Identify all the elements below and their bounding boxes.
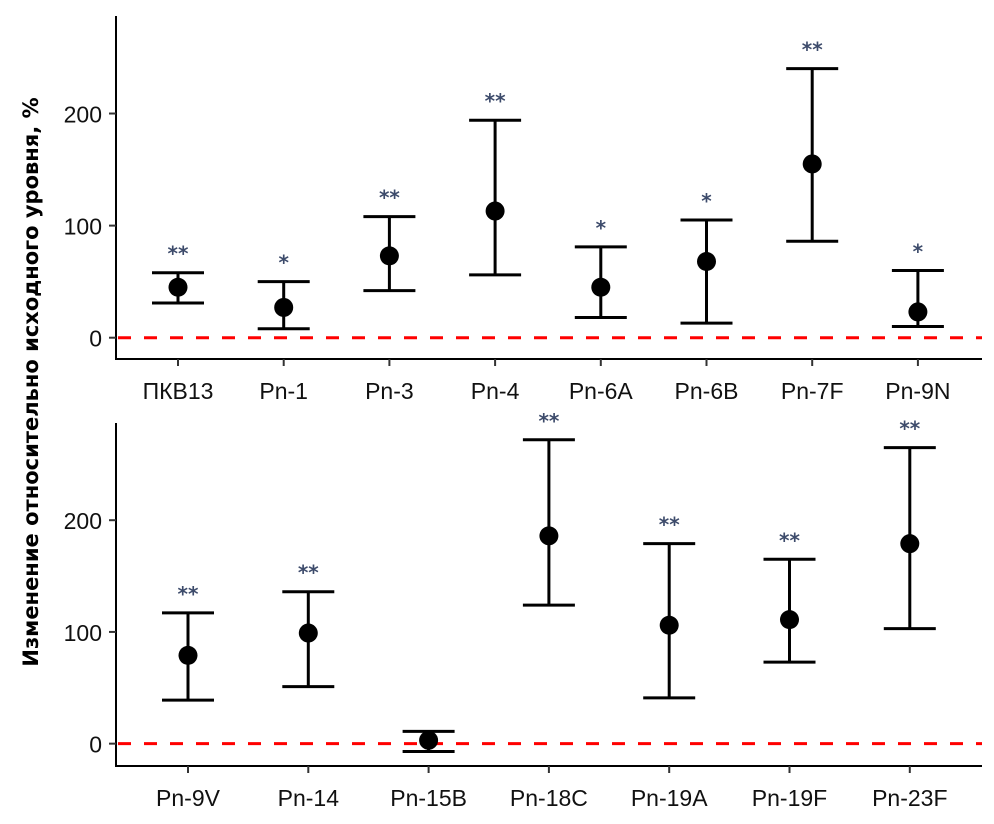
data-point: [539, 526, 559, 546]
significance-marker: **: [168, 242, 189, 266]
data-point: [178, 645, 198, 665]
x-tick-label: Pn-7F: [781, 378, 844, 404]
panel-top: 0100200ПКВ13**Pn-1*Pn-3**Pn-4**Pn-6A*Pn-…: [64, 16, 982, 404]
y-tick-label: 0: [89, 326, 102, 352]
significance-marker: **: [298, 561, 319, 585]
data-point: [168, 277, 188, 297]
significance-marker: *: [596, 216, 607, 240]
x-tick-label: Pn-15B: [390, 785, 467, 811]
data-point: [298, 623, 318, 643]
data-point: [379, 246, 399, 266]
x-tick-label: Pn-3: [365, 378, 414, 404]
y-tick-label: 0: [89, 732, 102, 758]
y-tick-label: 100: [64, 214, 102, 240]
data-point: [485, 201, 505, 221]
data-point: [659, 615, 679, 635]
x-tick-label: ПКВ13: [143, 378, 214, 404]
data-point: [900, 534, 920, 554]
data-point: [780, 610, 799, 630]
x-tick-label: Pn-9V: [156, 785, 221, 811]
significance-marker: **: [379, 186, 400, 210]
x-tick-label: Pn-6A: [569, 378, 634, 404]
significance-marker: *: [913, 239, 924, 263]
data-point: [274, 297, 294, 317]
data-point: [419, 730, 439, 750]
data-point: [697, 251, 716, 271]
y-tick-label: 100: [64, 620, 102, 646]
data-point: [908, 302, 928, 322]
x-tick-label: Pn-18C: [510, 785, 588, 811]
significance-marker: **: [899, 417, 920, 441]
significance-marker: **: [178, 582, 199, 606]
x-tick-label: Pn-14: [278, 785, 340, 811]
y-tick-label: 200: [64, 102, 102, 128]
significance-marker: *: [701, 189, 712, 213]
significance-marker: **: [538, 409, 559, 433]
x-tick-label: Pn-23F: [872, 785, 947, 811]
x-tick-label: Pn-19F: [752, 785, 827, 811]
x-tick-label: Pn-6B: [675, 378, 739, 404]
y-tick-label: 200: [64, 508, 102, 534]
significance-marker: **: [802, 38, 823, 62]
x-tick-label: Pn-4: [471, 378, 520, 404]
significance-marker: **: [659, 513, 680, 537]
y-axis-label: Изменение относительно исходного уровня,…: [19, 97, 43, 666]
significance-marker: *: [278, 251, 289, 275]
significance-marker: **: [485, 89, 506, 113]
data-point: [591, 277, 611, 297]
x-tick-label: Pn-9N: [885, 378, 950, 404]
x-tick-label: Pn-19A: [631, 785, 708, 811]
data-point: [802, 154, 822, 174]
x-tick-label: Pn-1: [259, 378, 308, 404]
significance-marker: **: [779, 528, 800, 552]
panel-bottom: 0 100 200 Pn-9V ** Pn-14 ** Pn-15B Pn-18C ** Pn-19…: [64, 409, 982, 811]
